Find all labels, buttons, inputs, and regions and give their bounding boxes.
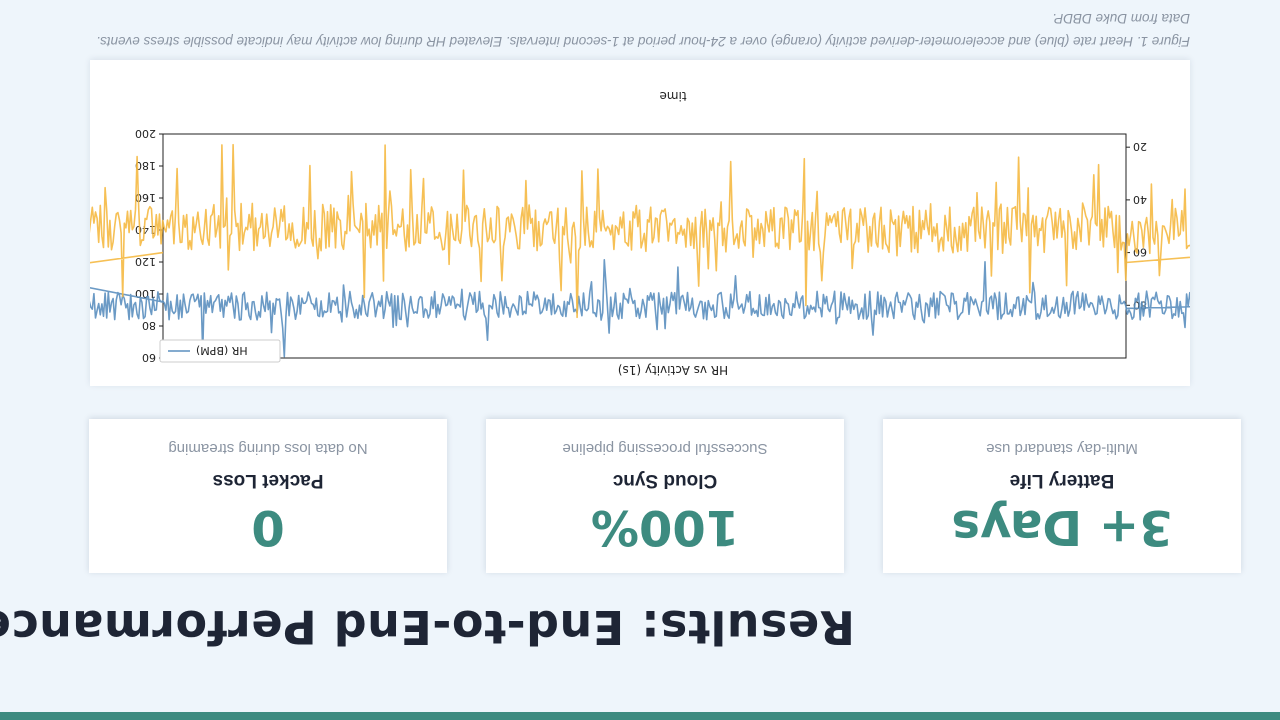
metric-label: Cloud Sync: [612, 470, 718, 491]
y-tick-label: 160: [135, 191, 156, 204]
metric-value: 100%: [590, 499, 740, 555]
y-tick-label: 120: [135, 255, 156, 268]
y2-tick-label: 40: [1133, 193, 1147, 206]
legend: HR (BPM): [159, 339, 281, 363]
y-tick-label: 80: [142, 319, 156, 332]
chart-title: HR vs Activity (1s): [618, 363, 728, 377]
y-tick-label: 60: [142, 351, 156, 364]
metric-card-battery-life: 3+ Days Battery Life Multi-day standard …: [883, 419, 1241, 573]
legend-box: [159, 339, 281, 363]
metric-card-packet-loss: 0 Packet Loss No data loss during stream…: [89, 419, 447, 573]
y-tick-label: 100: [135, 287, 156, 300]
metric-value: 0: [251, 499, 285, 555]
legend-label-hr: HR (BPM): [196, 344, 248, 357]
metric-card-cloud-sync: 100% Cloud Sync Successful processing pi…: [486, 419, 844, 573]
metric-label: Packet Loss: [212, 470, 324, 491]
metric-value: 3+ Days: [951, 499, 1173, 555]
slide-title: Results: End-to-End Performance: [0, 600, 855, 654]
chart-panel: HR vs Activity (1s) time 60 80 100 120 140 16…: [90, 60, 1190, 386]
activity-series-line: [90, 135, 1190, 328]
metric-description: Multi-day standard use: [986, 440, 1138, 457]
y-tick-label: 200: [135, 127, 156, 140]
accent-bar: [0, 712, 1280, 720]
metric-description: Successful processing pipeline: [562, 440, 768, 457]
figure-caption: Figure 1. Heart rate (blue) and accelero…: [96, 11, 1190, 49]
y-tick-label: 180: [135, 159, 156, 172]
metric-label: Battery Life: [1009, 470, 1115, 491]
x-axis-label: time: [659, 89, 686, 103]
metric-description: No data loss during streaming: [168, 440, 368, 457]
plot-frame: [162, 133, 1127, 359]
hr-activity-chart: HR vs Activity (1s) time 608010012014016…: [90, 89, 1190, 377]
y2-tick-label: 20: [1133, 140, 1147, 153]
